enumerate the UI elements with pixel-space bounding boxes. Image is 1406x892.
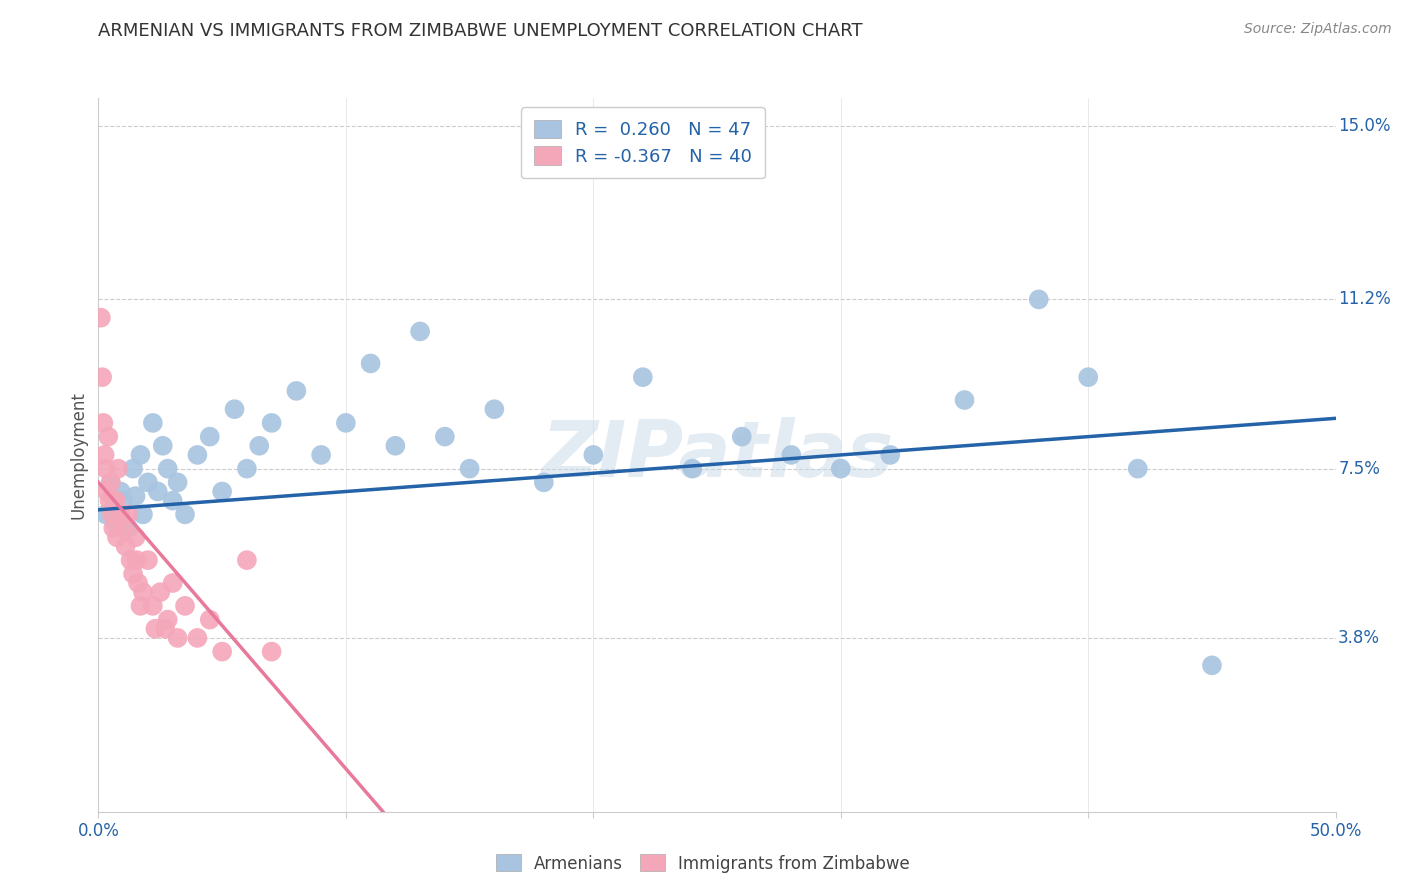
Point xyxy=(100,475,122,490)
Point xyxy=(360,356,382,370)
Point xyxy=(117,508,139,522)
Point xyxy=(162,576,184,591)
Text: Source: ZipAtlas.com: Source: ZipAtlas.com xyxy=(1244,22,1392,37)
Point xyxy=(433,429,456,443)
Point xyxy=(953,392,976,407)
Point xyxy=(152,439,174,453)
Point xyxy=(830,461,852,475)
Point xyxy=(224,402,246,417)
Point xyxy=(631,370,654,384)
Point xyxy=(132,508,155,522)
Point xyxy=(96,484,118,499)
Text: ZIPatlas: ZIPatlas xyxy=(541,417,893,493)
Legend: Armenians, Immigrants from Zimbabwe: Armenians, Immigrants from Zimbabwe xyxy=(489,847,917,880)
Point xyxy=(142,416,165,430)
Point xyxy=(247,439,270,453)
Point xyxy=(681,461,703,475)
Point xyxy=(110,484,132,499)
Point xyxy=(731,429,754,443)
Point xyxy=(166,631,188,645)
Point xyxy=(94,461,117,475)
Legend: R =  0.260   N = 47, R = -0.367   N = 40: R = 0.260 N = 47, R = -0.367 N = 40 xyxy=(522,107,765,178)
Point xyxy=(103,521,125,535)
Point xyxy=(458,461,481,475)
Point xyxy=(198,429,221,443)
Point xyxy=(91,370,114,384)
Point xyxy=(127,576,149,591)
Point xyxy=(186,631,208,645)
Point xyxy=(260,645,283,659)
Point xyxy=(125,553,148,567)
Point xyxy=(260,416,283,430)
Y-axis label: Unemployment: Unemployment xyxy=(69,391,87,519)
Point xyxy=(136,553,159,567)
Text: 7.5%: 7.5% xyxy=(1339,459,1381,477)
Point xyxy=(186,448,208,462)
Point xyxy=(90,310,112,325)
Point xyxy=(114,540,136,554)
Point xyxy=(533,475,555,490)
Point xyxy=(112,521,135,535)
Point xyxy=(146,484,169,499)
Point xyxy=(129,599,152,613)
Point xyxy=(97,429,120,443)
Point xyxy=(1126,461,1149,475)
Point xyxy=(120,553,142,567)
Point xyxy=(174,599,197,613)
Point xyxy=(285,384,308,398)
Point xyxy=(129,448,152,462)
Point xyxy=(93,448,115,462)
Point xyxy=(124,489,146,503)
Point xyxy=(103,493,125,508)
Point xyxy=(236,553,259,567)
Point xyxy=(105,530,128,544)
Point xyxy=(174,508,197,522)
Point xyxy=(104,516,127,531)
Point xyxy=(136,475,159,490)
Point xyxy=(100,475,122,490)
Text: ARMENIAN VS IMMIGRANTS FROM ZIMBABWE UNEMPLOYMENT CORRELATION CHART: ARMENIAN VS IMMIGRANTS FROM ZIMBABWE UNE… xyxy=(98,22,863,40)
Point xyxy=(211,645,233,659)
Point xyxy=(1077,370,1099,384)
Text: 15.0%: 15.0% xyxy=(1339,117,1391,135)
Point xyxy=(309,448,332,462)
Point xyxy=(149,585,172,599)
Point xyxy=(107,461,129,475)
Point xyxy=(1201,658,1223,673)
Point xyxy=(142,599,165,613)
Point xyxy=(166,475,188,490)
Point xyxy=(211,484,233,499)
Point xyxy=(156,461,179,475)
Point xyxy=(143,622,166,636)
Point xyxy=(112,493,135,508)
Point xyxy=(156,613,179,627)
Point xyxy=(101,508,124,522)
Point xyxy=(335,416,357,430)
Point xyxy=(236,461,259,475)
Point xyxy=(122,461,145,475)
Point xyxy=(98,493,121,508)
Point xyxy=(93,416,115,430)
Point xyxy=(384,439,406,453)
Point xyxy=(132,585,155,599)
Point xyxy=(582,448,605,462)
Point xyxy=(94,508,117,522)
Point xyxy=(162,493,184,508)
Text: 11.2%: 11.2% xyxy=(1339,291,1391,309)
Point xyxy=(1028,293,1050,307)
Point xyxy=(780,448,803,462)
Point xyxy=(484,402,506,417)
Point xyxy=(198,613,221,627)
Point xyxy=(879,448,901,462)
Point xyxy=(124,530,146,544)
Point xyxy=(122,566,145,581)
Text: 3.8%: 3.8% xyxy=(1339,629,1381,647)
Point xyxy=(104,493,127,508)
Point xyxy=(110,508,132,522)
Point xyxy=(117,521,139,535)
Point xyxy=(409,325,432,339)
Point xyxy=(155,622,177,636)
